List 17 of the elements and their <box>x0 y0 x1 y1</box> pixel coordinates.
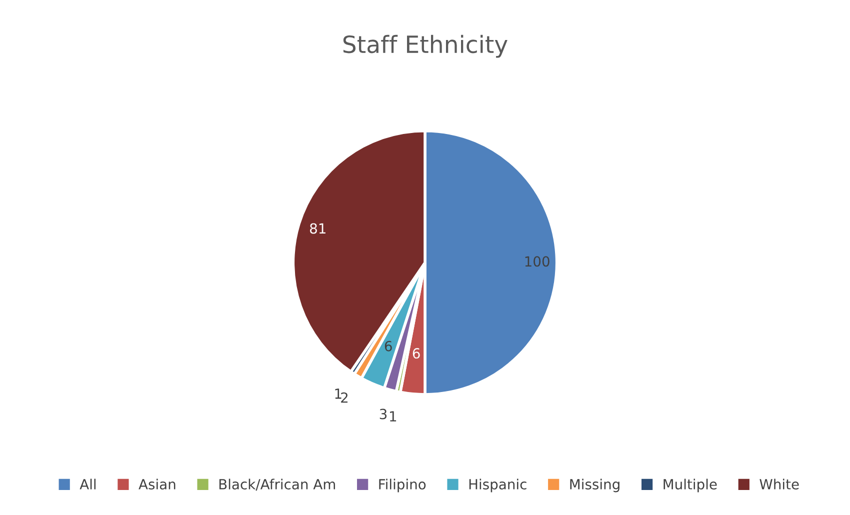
chart-title: Staff Ethnicity <box>343 34 508 58</box>
legend-label: All <box>80 478 96 490</box>
legend-label: Missing <box>570 478 620 492</box>
legend-label: Asian <box>138 478 176 490</box>
data-label: 1 <box>335 388 342 399</box>
legend-label: Filipino <box>379 478 426 492</box>
data-label: 6 <box>412 348 420 359</box>
legend-label: White <box>760 478 799 490</box>
data-label: 6 <box>384 340 392 352</box>
legend-label: Black/African Am <box>219 478 335 491</box>
data-label: 100 <box>525 256 550 267</box>
data-label: 1 <box>390 411 396 422</box>
legend-label: Hispanic <box>469 478 526 492</box>
data-label: 3 <box>380 408 387 420</box>
data-label: 81 <box>310 223 326 234</box>
data-label: 2 <box>341 392 348 403</box>
legend-label: Multiple <box>664 478 717 492</box>
